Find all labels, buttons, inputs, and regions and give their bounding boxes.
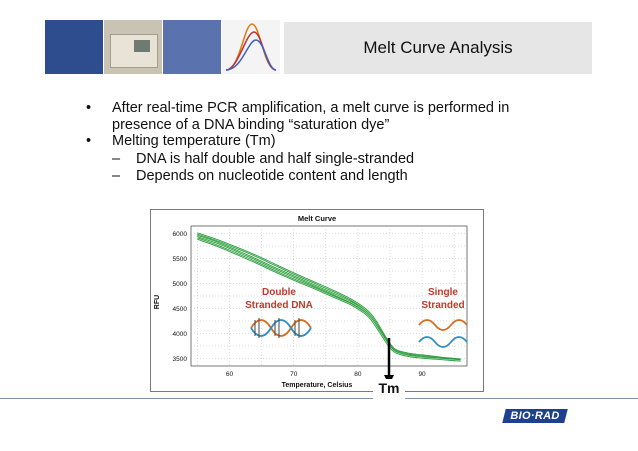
y-axis-label: RFU [154,295,161,309]
x-tick-label: 80 [354,371,362,378]
y-tick-label: 4500 [173,306,188,313]
bullet-text: Melting temperature (Tm) [112,133,276,149]
instrument-photo [104,20,162,74]
chart-svg: Melt Curve Temperature, Celsius RFU 60 70… [154,214,468,389]
y-tick-label: 5000 [173,281,188,288]
bullet-item: • Melting temperature (Tm) [86,133,556,150]
bullet-list: • After real-time PCR amplification, a me… [86,100,556,185]
sub-bullet-text: DNA is half double and half single-stran… [136,150,415,167]
x-tick-label: 60 [226,371,234,378]
melt-curve-chart: Melt Curve Temperature, Celsius RFU 60 70… [150,209,484,392]
sub-bullet-item: – DNA is half double and half single-stra… [86,151,556,168]
bullet-item: • After real-time PCR amplification, a me… [86,100,556,133]
instrument-panel [134,40,150,52]
x-tick-label: 70 [290,371,298,378]
y-tick-label: 6000 [173,231,188,238]
bullet-marker: • [86,133,92,149]
instrument-body [110,34,158,68]
header-block-2 [163,20,221,74]
x-axis-label: Temperature, Celsius [282,382,353,389]
sub-bullet-marker: – [112,168,121,184]
double-label: Double [262,287,296,298]
chart-title: Melt Curve [298,214,336,223]
stranded-label: Stranded [421,300,464,311]
peak-thumbnail [222,20,280,74]
bullet-marker: • [86,100,92,116]
bullet-text: After real-time PCR amplification, a mel… [112,100,510,133]
y-tick-label: 5500 [173,256,188,263]
sub-bullet-marker: – [112,150,121,167]
x-tick-label: 90 [418,371,426,378]
tm-label: Tm [378,380,400,396]
stranded-dna-label: Stranded DNA [245,300,313,311]
sub-bullet-text: Depends on nucleotide content and length [136,168,408,184]
sub-bullet-item: – Depends on nucleotide content and lengt… [86,168,556,185]
melt-curve-highlight-3 [197,238,461,361]
double-strand-dna-icon [250,318,312,338]
y-tick-label: 3500 [173,356,188,363]
y-tick-label: 4000 [173,331,188,338]
single-label: Single [428,287,458,298]
peak-curves-icon [225,23,277,71]
slide-title: Melt Curve Analysis [363,38,513,57]
tm-label-background [373,379,405,403]
bio-rad-logo-text: BIO·RAD [510,410,560,422]
title-bar: Melt Curve Analysis [284,22,592,74]
header-block-1 [45,20,103,74]
footer-rule [0,398,638,399]
single-strand-dna-icon [418,319,468,348]
